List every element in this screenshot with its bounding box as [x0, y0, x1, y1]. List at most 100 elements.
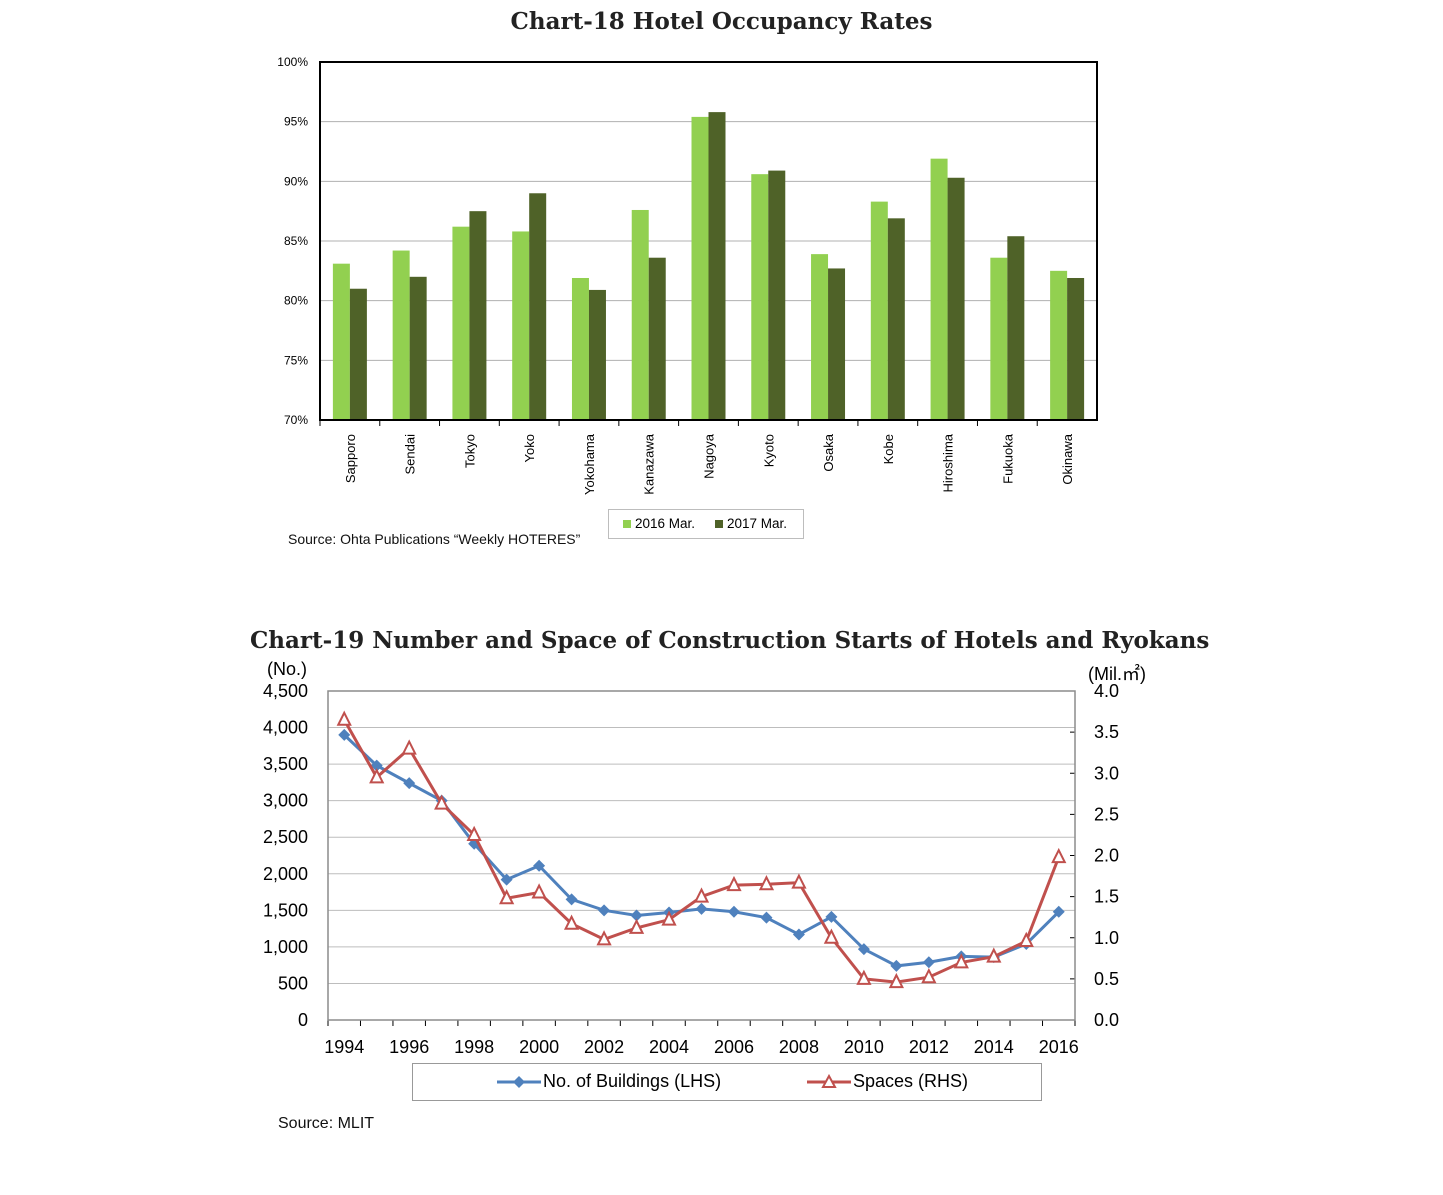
y-left-unit: (No.): [267, 659, 307, 679]
bar: [648, 257, 666, 420]
bar: [990, 257, 1008, 420]
x-tick-label: 1998: [454, 1037, 494, 1057]
y-left-tick-label: 3,000: [263, 791, 308, 811]
y-left-tick-label: 3,500: [263, 754, 308, 774]
y-left-tick-label: 4,000: [263, 718, 308, 738]
legend-marker-buildings: [497, 1075, 541, 1088]
data-point: [693, 887, 710, 903]
x-tick-label: 2000: [519, 1037, 559, 1057]
data-point: [499, 889, 515, 905]
legend-item-2017: 2017 Mar.: [715, 516, 787, 531]
chart-19-legend: No. of Buildings (LHS) Spaces (RHS): [412, 1063, 1042, 1101]
bar: [452, 226, 470, 420]
legend-item-buildings: No. of Buildings (LHS): [497, 1071, 721, 1092]
y-right-tick-label: 3.5: [1094, 722, 1119, 742]
data-point: [403, 777, 416, 790]
data-point: [466, 825, 482, 841]
data-point: [760, 911, 773, 924]
legend-swatch-2017: [715, 519, 723, 528]
data-point: [500, 873, 513, 886]
bar: [887, 218, 905, 420]
data-point: [531, 883, 547, 899]
y-tick-label: 75%: [284, 353, 308, 367]
bar: [332, 263, 350, 420]
data-point: [628, 918, 645, 934]
x-tick-label: Fukuoka: [1000, 433, 1015, 484]
bar: [930, 158, 948, 420]
data-point: [533, 859, 546, 872]
plot-frame: [327, 690, 1076, 1021]
data-point: [922, 956, 935, 969]
plot-frame: [319, 61, 1098, 421]
x-tick-label: Yoko: [522, 434, 537, 462]
bar: [469, 211, 487, 420]
bar: [1050, 270, 1068, 420]
data-point: [890, 959, 903, 972]
y-left-tick-label: 1,000: [263, 937, 308, 957]
x-tick-label: Kyoto: [761, 434, 776, 467]
y-tick-label: 100%: [277, 55, 308, 69]
bar: [392, 250, 410, 420]
y-right-tick-label: 3.0: [1094, 763, 1119, 783]
x-tick-label: Okinawa: [1060, 433, 1075, 484]
bar: [631, 209, 649, 420]
data-point: [369, 768, 385, 784]
bar: [947, 177, 965, 420]
chart-18-source: Source: Ohta Publications “Weekly HOTERE…: [288, 531, 581, 547]
y-left-tick-label: 2,000: [263, 864, 308, 884]
y-tick-label: 80%: [284, 294, 308, 308]
legend-label-spaces: Spaces (RHS): [853, 1071, 969, 1091]
data-point: [434, 794, 450, 810]
data-point: [758, 875, 775, 891]
data-point: [598, 904, 611, 917]
x-tick-label: 1994: [324, 1037, 364, 1057]
bar: [691, 116, 709, 420]
y-tick-label: 70%: [284, 413, 308, 427]
bar: [870, 201, 888, 420]
bar: [588, 289, 606, 420]
legend-swatch-2016: [623, 519, 631, 528]
bar: [768, 170, 786, 420]
data-point: [1052, 905, 1065, 918]
data-point: [661, 910, 677, 926]
chart-18-legend: 2016 Mar. 2017 Mar.: [608, 509, 804, 539]
legend-label-buildings: No. of Buildings (LHS): [543, 1071, 722, 1091]
x-tick-label: Nagoya: [702, 433, 717, 479]
data-point: [726, 875, 742, 892]
data-point: [921, 967, 937, 984]
y-right-tick-label: 2.0: [1094, 846, 1119, 866]
x-tick-label: Tokyo: [462, 434, 477, 468]
legend-label-2017: 2017 Mar.: [727, 516, 788, 531]
bar: [512, 231, 530, 420]
x-tick-label: Hiroshima: [941, 433, 956, 492]
data-point: [336, 710, 352, 726]
legend-marker-spaces: [807, 1073, 851, 1088]
data-point: [727, 905, 740, 918]
y-tick-label: 85%: [284, 234, 308, 248]
bar: [529, 193, 547, 420]
x-tick-label: 2008: [779, 1037, 819, 1057]
x-tick-label: Sendai: [403, 434, 418, 475]
x-tick-label: Kanazawa: [642, 433, 657, 494]
data-point: [695, 902, 708, 915]
bar: [751, 174, 769, 420]
data-point: [823, 928, 840, 944]
x-tick-label: 2006: [714, 1037, 754, 1057]
bar: [1007, 236, 1025, 420]
bar: [1067, 277, 1085, 420]
data-point: [401, 739, 417, 755]
data-point: [370, 759, 383, 772]
y-left-tick-label: 500: [278, 973, 308, 993]
x-tick-label: 2002: [584, 1037, 624, 1057]
x-tick-label: 1996: [389, 1037, 429, 1057]
x-tick-label: Yokohama: [582, 433, 597, 495]
legend-label-2016: 2016 Mar.: [635, 516, 696, 531]
x-tick-label: Sapporo: [343, 434, 358, 483]
x-tick-label: 2010: [844, 1037, 884, 1057]
y-left-tick-label: 4,500: [263, 681, 308, 701]
data-point: [1051, 847, 1067, 864]
y-right-tick-label: 0.5: [1094, 969, 1119, 989]
bar: [349, 288, 367, 420]
y-right-tick-label: 1.5: [1094, 887, 1119, 907]
